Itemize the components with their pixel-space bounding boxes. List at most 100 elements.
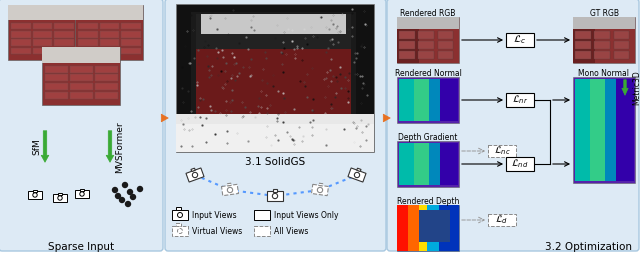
Bar: [438, 51, 453, 59]
Bar: [196, 14, 351, 114]
Bar: [75, 5, 143, 60]
Bar: [573, 17, 635, 28]
Bar: [100, 48, 119, 54]
Bar: [100, 23, 119, 30]
Text: Rendered Depth: Rendered Depth: [397, 197, 459, 206]
Bar: [122, 23, 141, 30]
Text: 3.2 Optimization: 3.2 Optimization: [545, 242, 632, 252]
Circle shape: [33, 193, 37, 197]
Bar: [399, 41, 415, 49]
Bar: [33, 39, 52, 46]
Bar: [573, 77, 635, 183]
Bar: [42, 47, 120, 63]
Bar: [399, 31, 415, 39]
Bar: [399, 79, 419, 121]
Text: $\mathcal{L}_{nc}$: $\mathcal{L}_{nc}$: [493, 145, 511, 157]
Circle shape: [115, 193, 121, 199]
Text: Rendered RGB: Rendered RGB: [400, 9, 456, 18]
Bar: [397, 77, 459, 123]
Bar: [438, 41, 453, 49]
Bar: [80, 189, 84, 191]
Text: Rendered Normal: Rendered Normal: [395, 69, 461, 78]
Bar: [75, 5, 143, 20]
Bar: [78, 23, 98, 30]
Circle shape: [193, 172, 198, 178]
Bar: [54, 31, 74, 38]
Bar: [573, 17, 635, 63]
Bar: [595, 41, 610, 49]
Circle shape: [177, 212, 182, 218]
Bar: [196, 14, 351, 49]
Bar: [186, 168, 204, 182]
Bar: [11, 48, 31, 54]
Circle shape: [273, 193, 278, 199]
Bar: [70, 92, 93, 99]
Text: $\mathcal{L}_c$: $\mathcal{L}_c$: [513, 34, 527, 46]
Bar: [397, 205, 415, 251]
Bar: [78, 48, 98, 54]
Bar: [28, 191, 42, 199]
Bar: [399, 51, 415, 59]
Text: Virtual Views: Virtual Views: [192, 227, 243, 235]
Circle shape: [355, 172, 360, 178]
Bar: [227, 183, 231, 186]
FancyBboxPatch shape: [165, 0, 386, 251]
Bar: [11, 39, 31, 46]
Text: $\mathcal{L}_{nd}$: $\mathcal{L}_{nd}$: [511, 157, 529, 170]
Bar: [440, 79, 458, 121]
Bar: [122, 39, 141, 46]
Text: $\mathcal{L}_d$: $\mathcal{L}_d$: [495, 214, 509, 226]
Bar: [273, 189, 277, 192]
Bar: [356, 168, 361, 171]
Bar: [221, 184, 239, 196]
Bar: [348, 168, 366, 182]
Bar: [58, 192, 62, 195]
Bar: [33, 23, 52, 30]
Bar: [595, 51, 610, 59]
Bar: [8, 5, 76, 60]
Bar: [45, 83, 68, 90]
Bar: [100, 31, 119, 38]
Bar: [440, 143, 458, 185]
Bar: [429, 143, 443, 185]
Text: Depth Gradient: Depth Gradient: [398, 133, 458, 142]
Bar: [95, 74, 118, 82]
Bar: [176, 4, 374, 152]
Bar: [33, 190, 37, 191]
Bar: [254, 226, 270, 236]
FancyBboxPatch shape: [0, 0, 163, 251]
Bar: [122, 31, 141, 38]
Bar: [95, 83, 118, 90]
Bar: [575, 31, 591, 39]
Circle shape: [125, 201, 131, 207]
Bar: [172, 210, 188, 220]
Circle shape: [122, 182, 128, 188]
Bar: [176, 114, 374, 152]
Bar: [33, 48, 52, 54]
Bar: [419, 31, 434, 39]
Bar: [78, 31, 98, 38]
Bar: [573, 28, 595, 63]
Bar: [176, 124, 374, 152]
Bar: [614, 41, 629, 49]
Circle shape: [112, 187, 118, 193]
Circle shape: [119, 197, 125, 203]
Bar: [595, 31, 610, 39]
Bar: [575, 79, 595, 181]
Text: SfM: SfM: [33, 139, 42, 155]
Bar: [201, 14, 346, 34]
Bar: [397, 205, 459, 251]
Bar: [427, 205, 440, 251]
Circle shape: [177, 228, 182, 234]
Bar: [11, 31, 31, 38]
Bar: [78, 39, 98, 46]
Bar: [45, 66, 68, 73]
Bar: [429, 79, 443, 121]
Text: Metric3D: Metric3D: [632, 71, 640, 105]
Circle shape: [130, 194, 136, 200]
Bar: [33, 31, 52, 38]
Bar: [54, 23, 74, 30]
Bar: [506, 157, 534, 171]
Text: GT RGB: GT RGB: [589, 9, 618, 18]
Bar: [419, 41, 434, 49]
